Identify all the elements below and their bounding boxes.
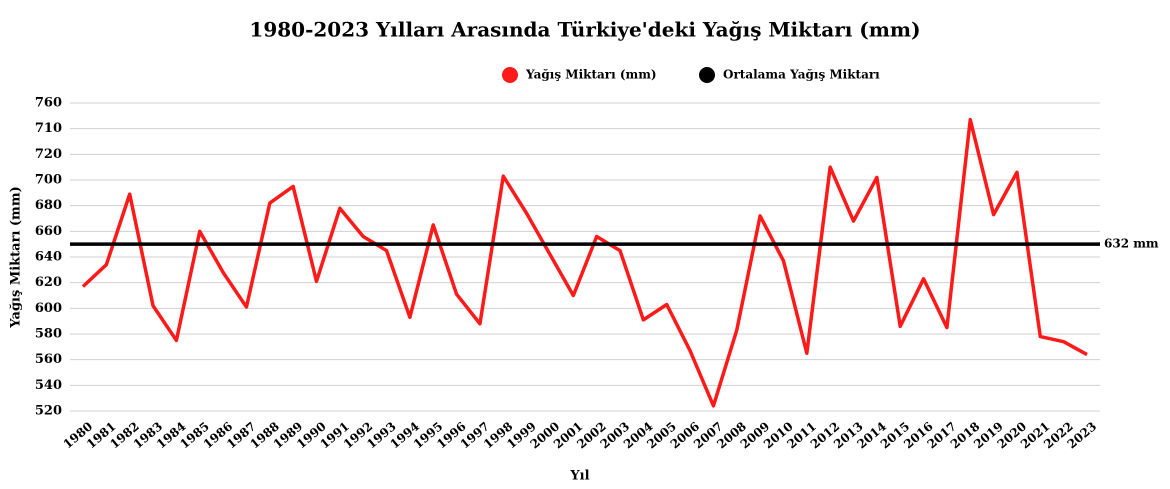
y-tick-label: 660: [35, 224, 62, 239]
y-tick-label: 700: [35, 173, 62, 188]
y-tick-label: 760: [35, 96, 62, 111]
x-axis-title: Yıl: [569, 469, 589, 484]
average-annotation: 632 mm: [1104, 237, 1159, 251]
legend-marker: [502, 67, 518, 83]
data-line: [81, 117, 1088, 408]
y-tick-label: 580: [35, 327, 62, 342]
y-tick-label: 710: [35, 121, 62, 136]
legend-label: Ortalama Yağış Miktarı: [723, 68, 880, 82]
y-tick-label: 680: [35, 198, 62, 213]
y-tick-label: 560: [35, 352, 62, 367]
y-tick-label: 520: [35, 404, 62, 419]
legend-label: Yağış Miktarı (mm): [525, 68, 657, 82]
y-tick-label: 720: [35, 147, 62, 162]
y-tick-label: 540: [35, 378, 62, 393]
y-tick-label: 620: [35, 275, 62, 290]
legend-marker: [699, 67, 715, 83]
y-tick-label: 600: [35, 301, 62, 316]
chart-title: 1980-2023 Yılları Arasında Türkiye'deki …: [249, 18, 920, 42]
y-tick-label: 640: [35, 250, 62, 265]
y-axis-title: Yağış Miktarı (mm): [9, 186, 24, 328]
